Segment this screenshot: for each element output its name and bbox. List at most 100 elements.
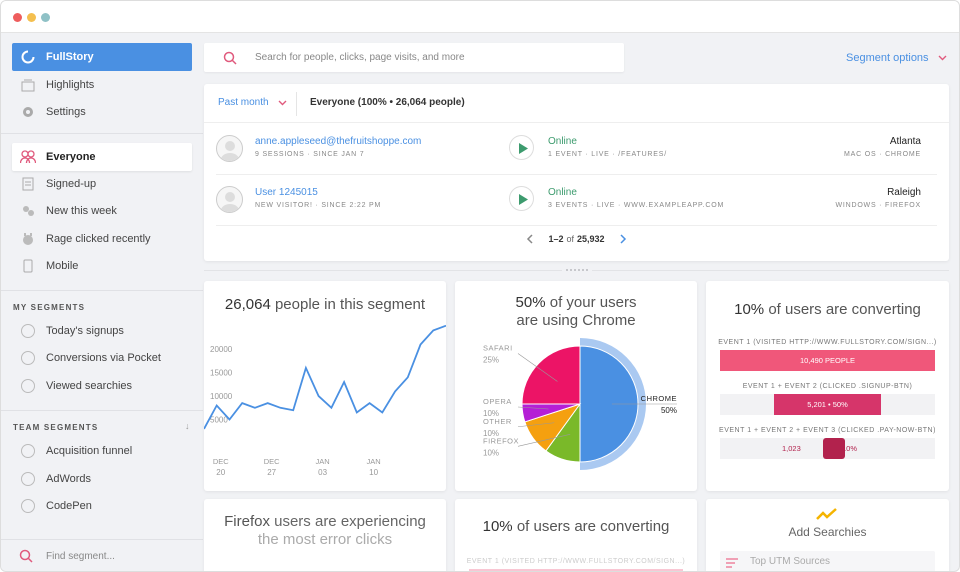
divider	[296, 92, 297, 116]
funnel-value-label: 1,023	[782, 444, 801, 453]
pie-leader-line	[517, 434, 571, 447]
chevron-down-icon	[938, 55, 947, 61]
pie-label: SAFARI	[483, 343, 513, 352]
chevron-left-icon[interactable]	[526, 234, 534, 244]
sidebar-item-codepen[interactable]: CodePen	[12, 492, 192, 520]
period-label: Past month	[218, 97, 269, 108]
chrome-pct: 50%	[515, 294, 546, 311]
play-session-button[interactable]	[509, 186, 534, 211]
trending-icon	[816, 508, 837, 520]
fullstory-logo-icon	[20, 49, 36, 65]
conversion-funnel-card[interactable]: 10% of users are converting EVENT 1 (VIS…	[706, 281, 949, 491]
table-row[interactable]: User 1245015 NEW VISITOR! · SINCE 2:22 P…	[204, 175, 949, 225]
sidebar-item-settings[interactable]: Settings	[12, 98, 192, 126]
funnel-value-label: 5,201 • 50%	[807, 400, 848, 409]
x-tick-day: 20	[216, 468, 225, 477]
searchie-item[interactable]: Top UTM Sources	[720, 551, 935, 571]
sidebar-item-rage-clicked[interactable]: Rage clicked recently	[12, 225, 192, 253]
conversion-title-rest-2: of users are converting	[516, 518, 670, 535]
browser-share-card[interactable]: 50% of your users are using Chrome CHROM…	[455, 281, 697, 491]
segment-circle-icon	[21, 351, 35, 365]
x-tick-month: DEC	[264, 457, 280, 466]
sidebar-item-todays-signups[interactable]: Today's signups	[12, 317, 192, 345]
segment-circle-icon	[21, 499, 35, 513]
drag-dots-icon	[566, 269, 588, 271]
page-of: of	[566, 234, 574, 244]
user-meta: NEW VISITOR! · SINCE 2:22 PM	[255, 202, 382, 209]
avatar	[216, 135, 243, 162]
x-tick-day: 27	[267, 468, 276, 477]
user-name-link[interactable]: anne.appleseed@thefruitshoppe.com	[255, 136, 422, 147]
searchie-label: Top UTM Sources	[750, 556, 831, 567]
minimize-window-icon[interactable]	[27, 13, 36, 22]
conversion-pct: 10%	[734, 301, 765, 318]
chevron-down-icon	[278, 100, 287, 105]
play-session-button[interactable]	[509, 135, 534, 160]
browser-pie-chart: CHROME50%FIREFOX10%OTHER10%OPERA10%SAFAR…	[483, 338, 677, 470]
sidebar: FullStory Highlights Settings Everyone S…	[1, 33, 203, 571]
funnel-bar	[823, 438, 845, 459]
chrome-title-line2: are using Chrome	[516, 312, 636, 329]
segment-summary: Everyone (100% • 26,064 people)	[310, 97, 465, 108]
maximize-window-icon[interactable]	[41, 13, 50, 22]
sidebar-item-conversions-pocket[interactable]: Conversions via Pocket	[12, 344, 192, 372]
page-total: 25,932	[577, 234, 605, 244]
search-icon	[223, 51, 237, 65]
highlights-icon	[20, 77, 36, 93]
user-city: Atlanta	[889, 136, 921, 147]
funnel-bar-faded	[469, 569, 683, 571]
table-row[interactable]: anne.appleseed@thefruitshoppe.com 9 SESS…	[204, 124, 949, 174]
sidebar-item-label: Settings	[46, 106, 86, 118]
firefox-line2: the most error clicks	[257, 531, 393, 548]
segment-circle-icon	[21, 444, 35, 458]
y-tick-label: 20000	[210, 345, 233, 354]
y-tick-label: 5000	[210, 416, 228, 425]
sidebar-item-label: Rage clicked recently	[46, 233, 151, 245]
add-searchies-card[interactable]: Add Searchies Top UTM Sources	[706, 499, 949, 571]
search-input[interactable]: Search for people, clicks, page visits, …	[255, 52, 465, 63]
sidebar-item-viewed-searchies[interactable]: Viewed searchies	[12, 372, 192, 400]
sidebar-item-label: Conversions via Pocket	[46, 352, 161, 364]
sidebar-item-signed-up[interactable]: Signed-up	[12, 170, 192, 198]
conversion-pct-2: 10%	[482, 518, 513, 535]
period-dropdown[interactable]: Past month	[218, 97, 287, 108]
segment-options-button[interactable]: Segment options	[846, 52, 947, 64]
divider	[1, 539, 203, 540]
people-icon	[20, 149, 36, 165]
mobile-icon	[20, 258, 36, 274]
x-tick-day: 03	[318, 468, 327, 477]
sidebar-item-everyone[interactable]: Everyone	[12, 143, 192, 171]
sidebar-item-highlights[interactable]: Highlights	[12, 71, 192, 99]
pie-label: FIREFOX	[483, 436, 519, 445]
conversion-card-2[interactable]: 10% of users are converting EVENT 1 (VIS…	[455, 499, 697, 571]
error-clicks-card[interactable]: Firefox users are experiencing the most …	[204, 499, 446, 571]
resize-handle[interactable]	[562, 267, 592, 273]
sidebar-item-fullstory[interactable]: FullStory	[12, 43, 192, 71]
sidebar-item-mobile[interactable]: Mobile	[12, 252, 192, 280]
users-card: Past month Everyone (100% • 26,064 peopl…	[204, 84, 949, 261]
sidebar-item-label: Highlights	[46, 79, 95, 91]
card-title: 26,064 people in this segment	[204, 296, 446, 313]
find-segment-input[interactable]: Find segment...	[46, 550, 115, 562]
divider	[1, 410, 203, 411]
user-name-link[interactable]: User 1245015	[255, 187, 318, 198]
pie-leader-line	[517, 353, 558, 382]
close-window-icon[interactable]	[13, 13, 22, 22]
people-segment-card[interactable]: 26,064 people in this segment 20000 15000…	[204, 281, 446, 491]
funnel-pct-label: 10%	[842, 444, 858, 453]
sort-arrow-icon[interactable]: ↓	[185, 421, 190, 431]
sidebar-item-acquisition-funnel[interactable]: Acquisition funnel	[12, 437, 192, 465]
find-segment[interactable]: Find segment...	[19, 549, 115, 563]
x-tick-day: 10	[369, 468, 378, 477]
sidebar-item-new-this-week[interactable]: New this week	[12, 197, 192, 225]
segment-circle-icon	[21, 324, 35, 338]
avatar	[216, 186, 243, 213]
chevron-right-icon[interactable]	[619, 234, 627, 244]
sidebar-item-adwords[interactable]: AdWords	[12, 465, 192, 493]
series-line	[204, 324, 446, 430]
divider	[1, 133, 203, 134]
divider	[204, 122, 949, 123]
sidebar-item-label: FullStory	[46, 51, 94, 63]
pie-slice	[521, 345, 581, 405]
search-bar[interactable]: Search for people, clicks, page visits, …	[204, 43, 624, 72]
